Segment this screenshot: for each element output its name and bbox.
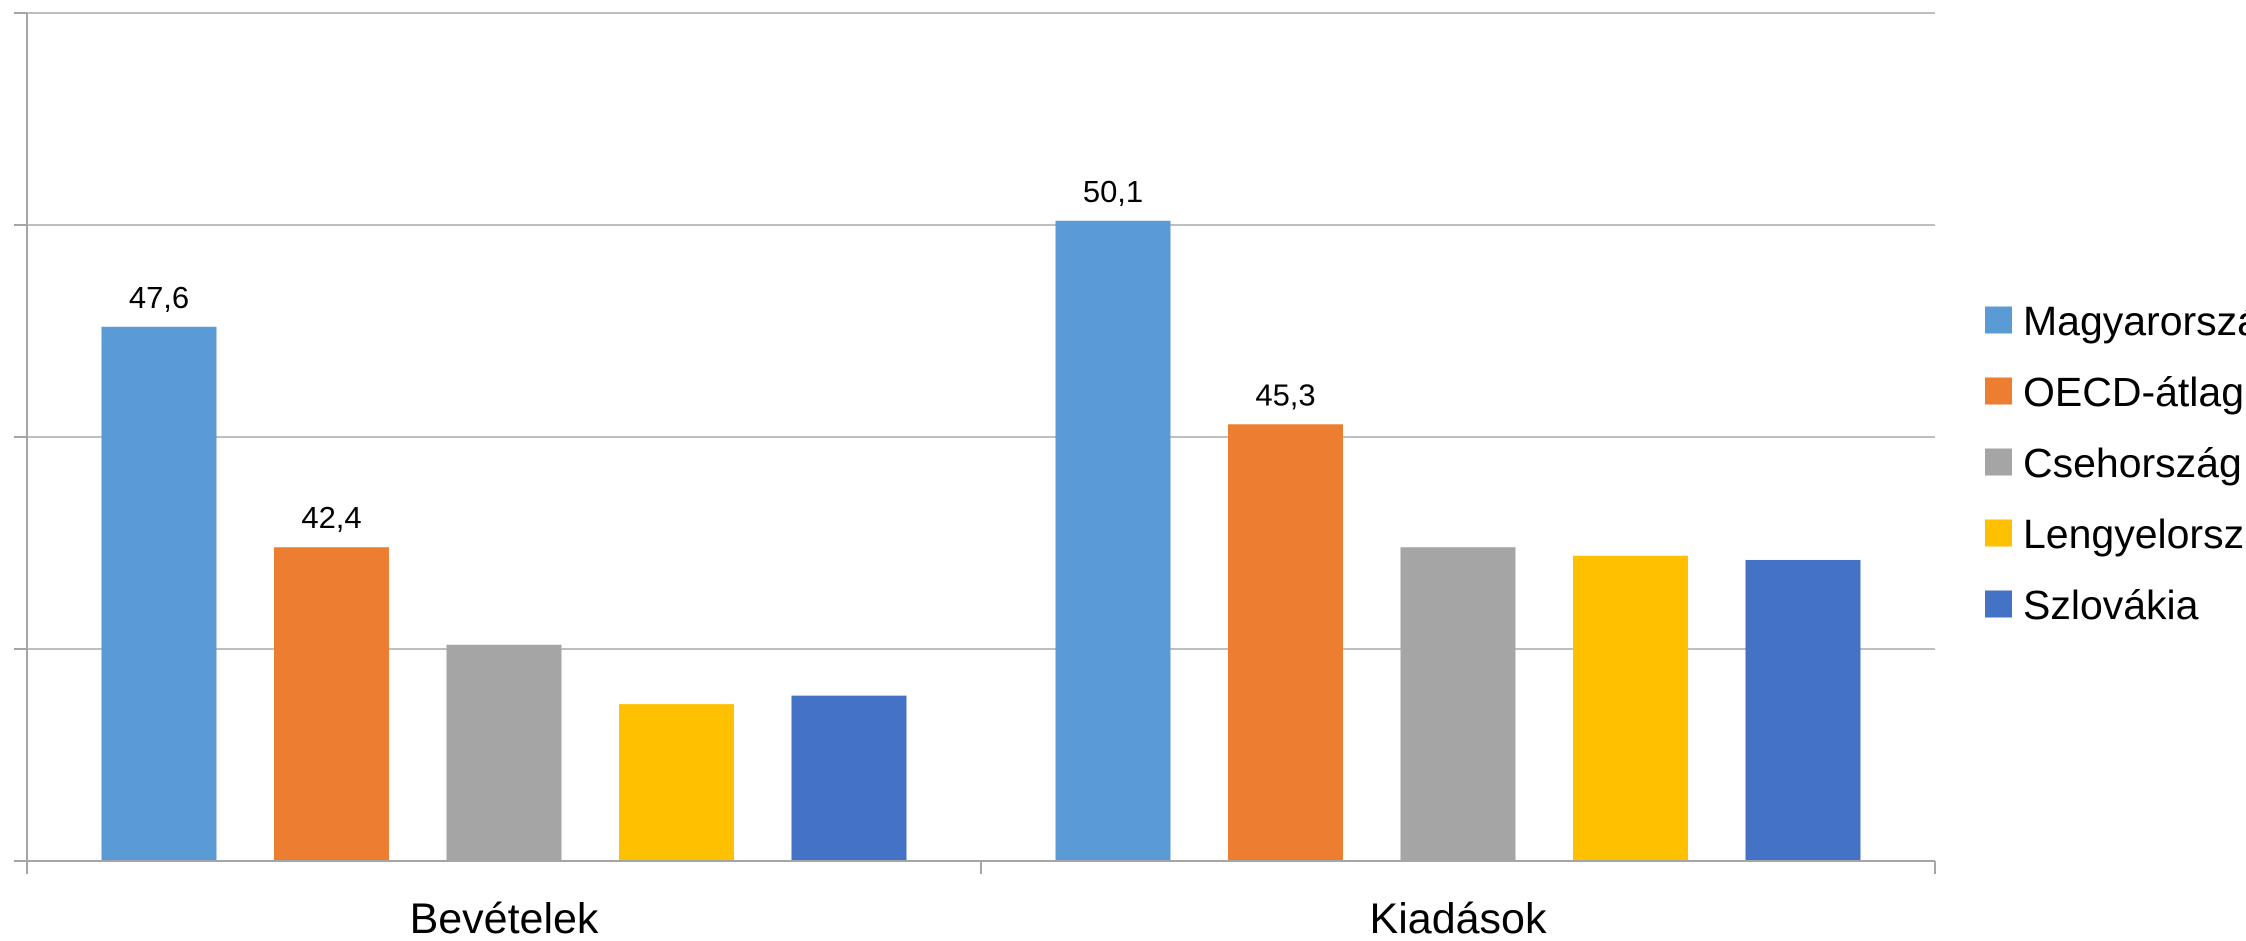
- bars: [101, 220, 1861, 861]
- bar: [101, 326, 217, 861]
- legend-swatch: [1985, 306, 2012, 334]
- x-tick-label: Kiadások: [1370, 895, 1547, 941]
- data-label: 50,1: [1083, 174, 1143, 209]
- legend-swatch: [1985, 377, 2012, 405]
- data-labels: 47,6 42,4 50,1 45,3: [129, 174, 1316, 535]
- legend-swatch: [1985, 590, 2012, 618]
- bar: [446, 644, 562, 861]
- bar: [1228, 424, 1343, 861]
- legend-label: OECD-átlag: [2023, 369, 2244, 415]
- bar: [1400, 547, 1516, 861]
- legend-label: Szlovákia: [2023, 582, 2199, 628]
- legend-label: Lengyelország: [2023, 511, 2246, 557]
- x-tick-label: Bevételek: [410, 895, 599, 941]
- legend: Magyarország OECD-átlag Csehország Lengyelo…: [1985, 298, 2246, 628]
- data-label: 42,4: [301, 500, 361, 535]
- bar: [791, 695, 907, 861]
- bar: [1745, 559, 1861, 861]
- legend-swatch: [1985, 448, 2012, 476]
- data-label: 47,6: [129, 280, 189, 315]
- bar: [1055, 220, 1171, 861]
- legend-label: Magyarország: [2023, 298, 2246, 344]
- data-label: 45,3: [1255, 377, 1315, 412]
- legend-swatch: [1985, 519, 2012, 547]
- bar: [274, 547, 389, 861]
- bar: [1573, 555, 1688, 861]
- bar: [619, 704, 734, 861]
- legend-label: Csehország: [2023, 440, 2242, 486]
- axes: Bevételek Kiadások: [14, 12, 1936, 941]
